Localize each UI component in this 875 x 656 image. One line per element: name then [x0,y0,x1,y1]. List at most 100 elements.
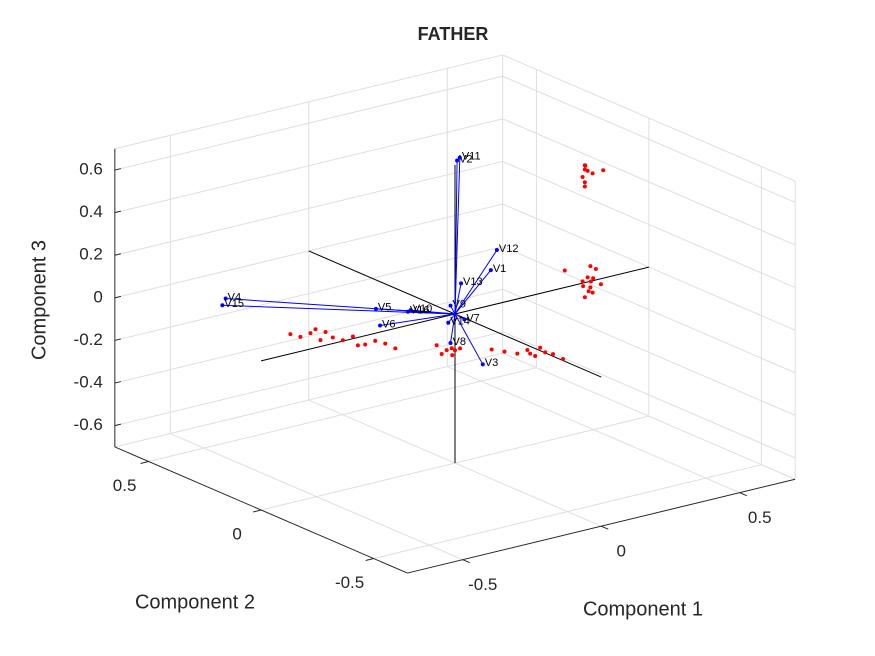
score-point [588,279,593,284]
score-point [562,268,567,273]
loading-label: V8 [453,336,466,348]
loading-tip [457,155,462,160]
score-point [458,346,463,351]
loading-label: V12 [499,243,519,255]
z-tick-label: 0.4 [79,202,103,221]
score-point [383,341,388,346]
score-point [593,267,598,272]
loading-label: V4 [228,291,241,303]
z-tick-label: -0.2 [74,330,103,349]
x-tick-label: 0.5 [748,508,772,527]
score-point [502,349,507,354]
loading-label: V13 [463,276,483,288]
score-point [298,334,303,339]
loading-tip [446,320,451,325]
grid-line [148,367,537,462]
loading-label: V1 [493,263,506,275]
loading-label: V14 [450,316,470,328]
score-point [582,180,587,185]
loading-vector [450,313,456,344]
grid-line [373,464,762,559]
loading-tip [462,317,467,322]
score-point [528,351,533,356]
loading-vector [407,311,456,315]
loading-label: V6 [382,318,395,330]
y-tick-label: 0 [232,524,241,543]
score-point [373,338,378,343]
z-axis-label: Component 3 [28,240,50,360]
score-point [591,276,596,281]
score-point [444,348,449,353]
score-point [355,343,360,348]
loading-tip [448,340,453,345]
z-tick-label: 0.6 [79,160,103,179]
tick-mark [601,525,609,530]
loading-tip [494,248,499,253]
loading-tip [220,303,225,308]
score-point [601,168,606,173]
score-point [318,338,323,343]
score-point [588,264,593,269]
score-point [580,279,585,284]
score-point [449,346,454,351]
tick-mark [140,461,149,464]
x-tick-label: -0.5 [468,575,497,594]
score-point [533,354,538,358]
tick-mark [114,168,121,171]
score-point [393,346,398,351]
score-point [439,352,444,357]
tick-mark [252,509,262,513]
score-point [582,295,587,300]
score-point [515,351,520,356]
score-point [538,345,543,350]
y-tick-label: 0.5 [113,476,137,495]
z-tick-label: -0.4 [74,373,103,392]
score-point [598,282,603,287]
z-tick-label: -0.6 [74,415,103,434]
tick-mark [365,558,374,561]
score-point [489,347,494,352]
y-axis-label: Component 2 [135,591,255,613]
loading-vector [379,313,456,326]
loading-tip [480,362,485,367]
score-point [340,338,345,343]
tick-mark [114,253,121,256]
score-point [588,285,593,290]
score-point [525,347,530,352]
score-point [450,353,455,358]
score-point [330,335,335,340]
score-point [585,168,590,173]
score-point [453,348,457,353]
loading-tip [373,306,378,311]
loading-vector [454,269,492,315]
score-point [586,289,591,294]
score-point [561,356,566,361]
tick-mark [114,338,121,341]
z-tick-label: 0 [93,287,102,306]
tick-mark [114,210,121,214]
chart-title: FATHER [418,24,489,44]
score-point [363,342,368,347]
loading-vector [454,249,498,315]
tick-mark [114,295,121,299]
loading-tip [488,268,493,273]
score-point [590,171,595,176]
loading-tip [459,281,464,286]
loading-tip [223,296,228,301]
score-point [580,175,585,180]
y-tick-label: -0.5 [335,573,364,592]
loading-tip [378,323,383,328]
loading-vector [454,157,461,315]
y-axis [114,446,408,574]
loading-vector [454,283,462,315]
loading-label: V7 [466,312,479,324]
loading-label: V3 [485,357,498,369]
score-point [308,331,313,336]
loading-tip [455,158,460,163]
score-point [323,329,328,334]
score-point [583,163,588,168]
loading-tip [405,309,410,314]
loading-label: V16 [410,305,430,317]
